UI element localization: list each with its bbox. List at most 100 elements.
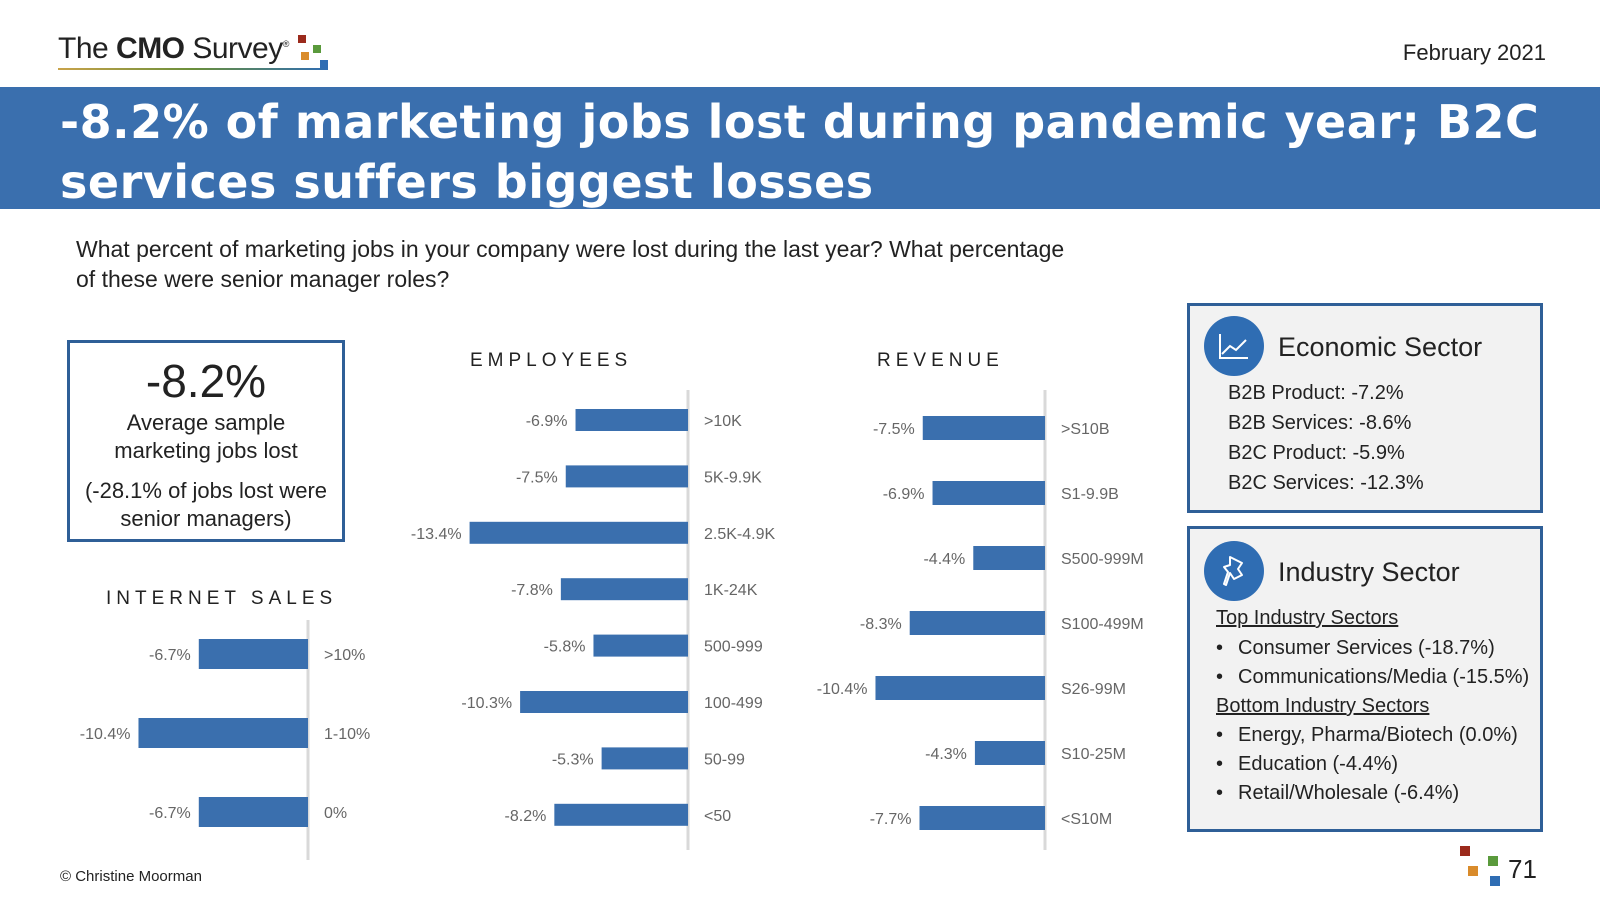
- bar: [565, 465, 688, 488]
- category-label: S10-25M: [1061, 746, 1126, 763]
- kpi-label: Average sample marketing jobs lost: [114, 410, 298, 463]
- data-label: -5.3%: [552, 751, 594, 768]
- footer-square-green: [1488, 856, 1498, 866]
- data-label: -6.9%: [526, 413, 568, 430]
- logo-square-orange: [301, 52, 309, 60]
- top-industry-item-text: Consumer Services (-18.7%): [1238, 637, 1495, 659]
- bottom-industry-item: • Retail/Wholesale (-6.4%): [1216, 782, 1460, 804]
- revenue-chart: -7.5% >S10B -6.9% S1-9.9B -4.4% S500-999M -8.3…: [817, 390, 1144, 850]
- bar: [973, 546, 1045, 570]
- employees-chart: -6.9% >10K -7.5% 5K-9.9K -13.4% 2.5K-4.9K -7.8…: [411, 390, 775, 850]
- category-label: 1K-24K: [704, 582, 758, 599]
- bar: [575, 409, 688, 431]
- bar: [138, 718, 308, 748]
- top-industry-item-text: Communications/Media (-15.5%): [1238, 666, 1530, 688]
- data-label: -6.9%: [883, 486, 925, 503]
- logo-suffix: Survey: [184, 32, 283, 65]
- bottom-industry-item-text: Education (-4.4%): [1238, 753, 1399, 775]
- data-label: -8.2%: [505, 808, 547, 825]
- category-label: 500-999: [704, 639, 763, 656]
- category-label: 0%: [324, 805, 347, 822]
- bar: [198, 797, 308, 827]
- bottom-industry-item-text: Retail/Wholesale (-6.4%): [1238, 782, 1460, 804]
- line-chart-icon: [1204, 316, 1264, 376]
- category-label: S500-999M: [1061, 551, 1144, 568]
- footer-logo-squares: [1460, 846, 1500, 886]
- report-date: February 2021: [1402, 40, 1546, 65]
- logo-square-red: [298, 35, 306, 43]
- data-label: -7.7%: [870, 811, 912, 828]
- category-label: <50: [704, 808, 731, 825]
- data-label: -10.3%: [461, 695, 512, 712]
- revenue-chart-title: REVENUE: [877, 350, 1004, 371]
- data-label: -6.7%: [149, 647, 191, 664]
- slide-title: -8.2% of marketing jobs lost during pand…: [60, 95, 1540, 209]
- bottom-industry-heading: Bottom Industry Sectors: [1216, 695, 1430, 717]
- category-label: >10%: [324, 647, 365, 664]
- bar: [469, 521, 688, 544]
- logo-square-green: [313, 45, 321, 53]
- bar: [554, 803, 688, 826]
- top-industry-item: • Communications/Media (-15.5%): [1216, 666, 1530, 688]
- top-industry-item: • Consumer Services (-18.7%): [1216, 637, 1495, 659]
- category-label: 50-99: [704, 751, 745, 768]
- economic-sector-item: B2C Services: -12.3%: [1228, 472, 1424, 494]
- data-label: -7.8%: [511, 582, 553, 599]
- category-label: 2.5K-4.9K: [704, 526, 775, 543]
- category-label: 100-499: [704, 695, 763, 712]
- economic-sector-item: B2B Services: -8.6%: [1228, 412, 1412, 434]
- data-label: -8.3%: [860, 616, 902, 633]
- category-label: 5K-9.9K: [704, 469, 762, 486]
- footer-square-red: [1460, 846, 1470, 856]
- data-label: -6.7%: [149, 805, 191, 822]
- logo-underline: [58, 68, 328, 70]
- industry-sector-title: Industry Sector: [1278, 557, 1460, 587]
- category-label: S26-99M: [1061, 681, 1126, 698]
- bar: [198, 639, 308, 669]
- kpi-subtext: (-28.1% of jobs lost were senior manager…: [84, 478, 328, 531]
- category-label: >10K: [704, 413, 742, 430]
- title-banner: [0, 87, 1600, 209]
- bar: [875, 676, 1045, 700]
- bar: [974, 741, 1045, 765]
- category-label: S1-9.9B: [1061, 486, 1119, 503]
- bottom-industry-item-text: Energy, Pharma/Biotech (0.0%): [1238, 724, 1518, 746]
- data-label: -7.5%: [516, 469, 558, 486]
- bar: [909, 611, 1045, 635]
- economic-sector-item: B2B Product: -7.2%: [1228, 382, 1404, 404]
- bar: [932, 481, 1045, 505]
- employees-chart-title: EMPLOYEES: [470, 350, 633, 371]
- bar: [593, 634, 688, 657]
- economic-sector-title: Economic Sector: [1278, 332, 1483, 362]
- industry-sector-panel: Industry Sector Top Industry Sectors • Co…: [1187, 526, 1543, 832]
- category-label: <S10M: [1061, 811, 1112, 828]
- data-label: -4.4%: [923, 551, 965, 568]
- category-label: S100-499M: [1061, 616, 1144, 633]
- economic-sector-panel: Economic Sector B2B Product: -7.2% B2B S…: [1187, 303, 1543, 513]
- page-number: 71: [1508, 854, 1537, 884]
- bar: [520, 691, 688, 713]
- logo-registered-mark: ®: [282, 39, 290, 49]
- data-label: -5.8%: [544, 639, 586, 656]
- data-label: -10.4%: [80, 726, 131, 743]
- logo-bold: CMO: [116, 32, 185, 65]
- pushpin-icon: [1204, 541, 1264, 601]
- category-label: >S10B: [1061, 421, 1109, 438]
- footer-square-orange: [1468, 866, 1478, 876]
- survey-question: What percent of marketing jobs in your c…: [76, 236, 1065, 292]
- bar: [560, 578, 688, 601]
- data-label: -7.5%: [873, 421, 915, 438]
- data-label: -13.4%: [411, 526, 462, 543]
- bar: [919, 806, 1045, 830]
- category-label: 1-10%: [324, 726, 370, 743]
- bottom-industry-item: • Education (-4.4%): [1216, 753, 1399, 775]
- internet-sales-chart-title: INTERNET SALES: [106, 588, 338, 609]
- top-industry-heading: Top Industry Sectors: [1216, 607, 1399, 629]
- kpi-box: -8.2% Average sample marketing jobs lost…: [67, 340, 345, 542]
- internet-sales-chart: -6.7% >10% -10.4% 1-10% -6.7% 0%: [80, 620, 370, 860]
- copyright: © Christine Moorman: [60, 868, 202, 885]
- data-label: -4.3%: [925, 746, 967, 763]
- bar: [922, 416, 1045, 440]
- cmo-survey-logo: The CMO Survey®: [58, 32, 358, 76]
- kpi-value: -8.2%: [145, 355, 267, 407]
